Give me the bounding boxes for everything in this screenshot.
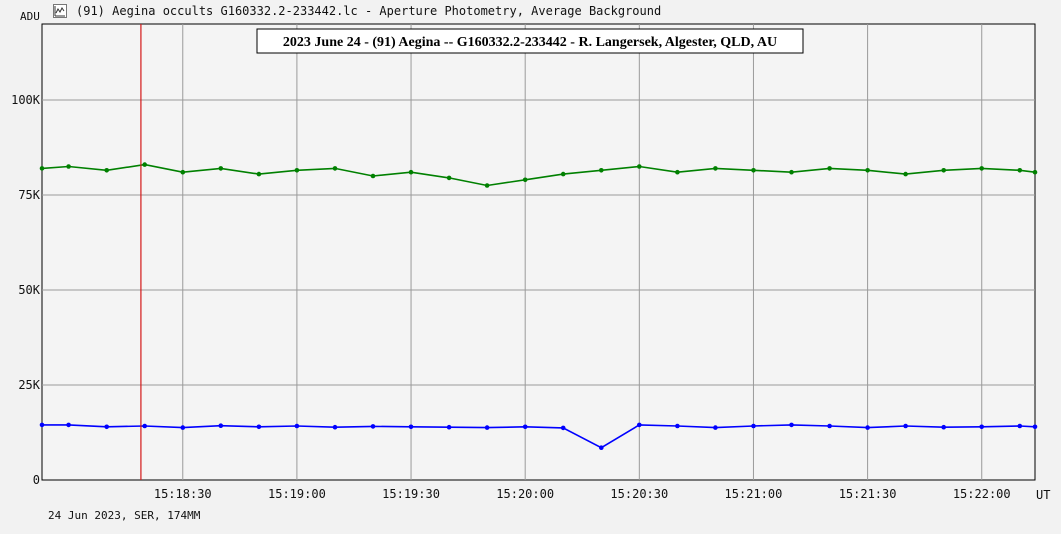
chart-icon[interactable] [53, 4, 67, 18]
comparison-data-point [39, 422, 45, 428]
target-series-line [41, 163, 1036, 187]
target-data-point [560, 171, 566, 177]
target-data-point [370, 173, 376, 179]
chart-title: 2023 June 24 - (91) Aegina -- G160332.2-… [283, 35, 777, 50]
x-tick-label: 15:21:00 [725, 487, 783, 501]
target-data-point [903, 171, 908, 177]
comparison-data-point [865, 425, 870, 430]
comparison-data-point [1032, 424, 1038, 430]
comparison-data-point [180, 425, 186, 430]
target-data-point [104, 168, 109, 173]
y-axis-unit-label: ADU [20, 10, 40, 23]
comparison-data-point [599, 445, 604, 451]
target-data-point [1032, 169, 1038, 175]
target-series [39, 162, 1038, 188]
comparison-data-point [713, 425, 718, 430]
series-layer [39, 162, 1038, 451]
comparison-data-point [941, 424, 946, 430]
target-data-point [751, 168, 756, 173]
target-data-point [979, 166, 984, 171]
y-tick-label: 75K [18, 188, 40, 202]
target-data-point [599, 168, 604, 173]
comparison-data-point [637, 422, 642, 428]
comparison-data-point [446, 424, 452, 430]
target-data-point [865, 168, 870, 173]
comparison-data-point [903, 423, 908, 429]
comparison-data-point [979, 424, 984, 430]
comparison-series-line [42, 424, 1036, 449]
target-data-point [789, 169, 794, 175]
comparison-data-point [1017, 423, 1023, 429]
plot-area [41, 23, 1036, 481]
y-tick-label: 50K [18, 283, 40, 297]
chart-title-box [256, 28, 804, 54]
window-header: ADU (91) Aegina occults G160332.2-233442… [0, 0, 1061, 24]
y-tick-label: 0 [33, 473, 40, 487]
x-tick-label: 15:19:00 [268, 487, 326, 501]
comparison-data-point [104, 424, 109, 430]
comparison-data-point [294, 423, 300, 429]
x-tick-label: 15:21:30 [839, 487, 897, 501]
comparison-data-point [66, 422, 71, 428]
window-title: (91) Aegina occults G160332.2-233442.lc … [76, 4, 662, 18]
comparison-data-point [142, 423, 147, 429]
target-data-point [66, 164, 71, 169]
y-tick-label: 25K [18, 378, 40, 392]
comparison-data-point [522, 424, 528, 430]
x-tick-label: 15:20:30 [610, 487, 668, 501]
comparison-data-point [484, 425, 490, 430]
target-data-point [713, 166, 718, 171]
comparison-data-point [408, 424, 414, 430]
target-data-point [484, 183, 490, 188]
comparison-data-point [789, 422, 794, 428]
footer-caption: 24 Jun 2023, SER, 174MM [48, 509, 201, 522]
comparison-series [39, 422, 1038, 451]
target-data-point [522, 177, 528, 183]
target-data-point [1017, 168, 1023, 173]
target-data-point [218, 166, 224, 171]
comparison-data-point [256, 424, 262, 430]
target-data-point [256, 171, 262, 177]
target-data-point [827, 166, 832, 171]
target-data-point [446, 175, 452, 181]
x-axis-label: UT [1036, 488, 1050, 502]
plot-grid [42, 24, 1035, 480]
target-data-point [637, 164, 642, 169]
comparison-data-point [827, 423, 832, 429]
comparison-data-point [560, 425, 566, 431]
target-data-point [408, 169, 414, 175]
y-tick-label: 100K [11, 93, 41, 107]
target-data-point [675, 169, 680, 175]
x-tick-label: 15:19:30 [382, 487, 440, 501]
x-tick-label: 15:22:00 [953, 487, 1011, 501]
target-data-point [294, 168, 300, 173]
target-data-point [39, 166, 45, 171]
comparison-data-point [370, 424, 376, 429]
comparison-data-point [675, 423, 680, 429]
target-data-point [142, 162, 147, 167]
x-tick-label: 15:18:30 [154, 487, 212, 501]
comparison-data-point [332, 424, 338, 430]
y-axis: 0 25K 50K 75K 100K [11, 93, 41, 487]
x-axis: 15:18:30 15:19:00 15:19:30 15:20:00 15:20:30… [154, 487, 1011, 501]
target-data-point [180, 169, 186, 175]
comparison-data-point [751, 423, 756, 429]
target-data-point [941, 168, 946, 173]
comparison-data-point [218, 423, 224, 429]
target-data-point [332, 166, 338, 171]
x-tick-label: 15:20:00 [496, 487, 554, 501]
